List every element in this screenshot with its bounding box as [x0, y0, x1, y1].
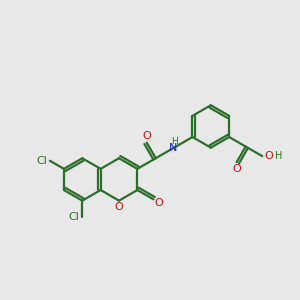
- Text: O: O: [155, 198, 164, 208]
- Text: O: O: [142, 131, 151, 141]
- Text: H: H: [171, 137, 178, 146]
- Text: H: H: [275, 151, 282, 161]
- Text: Cl: Cl: [69, 212, 80, 222]
- Text: O: O: [232, 164, 241, 174]
- Text: Cl: Cl: [36, 156, 47, 166]
- Text: O: O: [264, 151, 273, 161]
- Text: O: O: [115, 202, 123, 212]
- Text: N: N: [168, 142, 177, 153]
